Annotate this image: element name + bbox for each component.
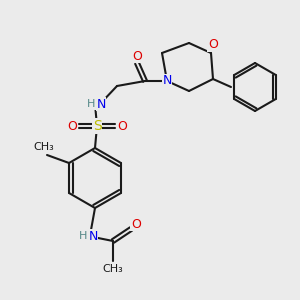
Text: O: O [67, 119, 77, 133]
Text: N: N [96, 98, 106, 110]
Text: O: O [132, 50, 142, 62]
Text: N: N [88, 230, 98, 242]
Text: N: N [96, 98, 106, 110]
Text: O: O [132, 50, 142, 62]
Text: S: S [93, 119, 101, 133]
Text: H: H [79, 231, 87, 241]
Text: CH₃: CH₃ [103, 264, 123, 274]
Text: N: N [88, 230, 98, 242]
Text: O: O [208, 38, 218, 52]
Text: H: H [79, 231, 87, 241]
Text: O: O [131, 218, 141, 230]
Text: CH₃: CH₃ [34, 142, 54, 152]
Text: O: O [208, 38, 218, 52]
Text: O: O [117, 119, 127, 133]
Text: N: N [162, 74, 172, 88]
Text: O: O [67, 119, 77, 133]
Text: H: H [87, 99, 95, 109]
Text: H: H [87, 99, 95, 109]
Text: N: N [162, 74, 172, 88]
Text: O: O [131, 218, 141, 230]
Text: S: S [93, 119, 101, 133]
Text: O: O [117, 119, 127, 133]
